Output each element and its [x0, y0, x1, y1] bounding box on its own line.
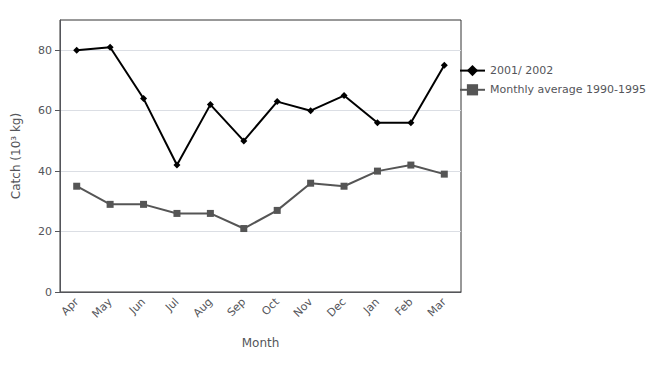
svg-text:Jul: Jul: [162, 295, 181, 314]
svg-text:Sep: Sep: [225, 295, 249, 319]
svg-text:Apr: Apr: [59, 295, 82, 318]
svg-text:20: 20: [38, 225, 52, 238]
svg-text:80: 80: [38, 44, 52, 57]
svg-text:Feb: Feb: [393, 295, 416, 318]
svg-text:Monthly average 1990-1995: Monthly average 1990-1995: [490, 83, 646, 96]
svg-text:Jan: Jan: [360, 295, 382, 317]
svg-text:Aug: Aug: [191, 295, 215, 319]
svg-text:Nov: Nov: [291, 295, 316, 320]
svg-text:Oct: Oct: [259, 295, 282, 318]
svg-text:0: 0: [45, 286, 52, 299]
svg-text:Month: Month: [242, 336, 280, 350]
svg-text:Jun: Jun: [126, 295, 148, 317]
svg-text:May: May: [89, 295, 115, 321]
svg-text:2001/ 2002: 2001/ 2002: [490, 64, 553, 77]
svg-text:60: 60: [38, 104, 52, 117]
svg-text:Dec: Dec: [324, 295, 348, 319]
svg-text:Mar: Mar: [425, 295, 449, 319]
svg-text:40: 40: [38, 165, 52, 178]
svg-text:Catch (10³ kg): Catch (10³ kg): [9, 113, 23, 199]
